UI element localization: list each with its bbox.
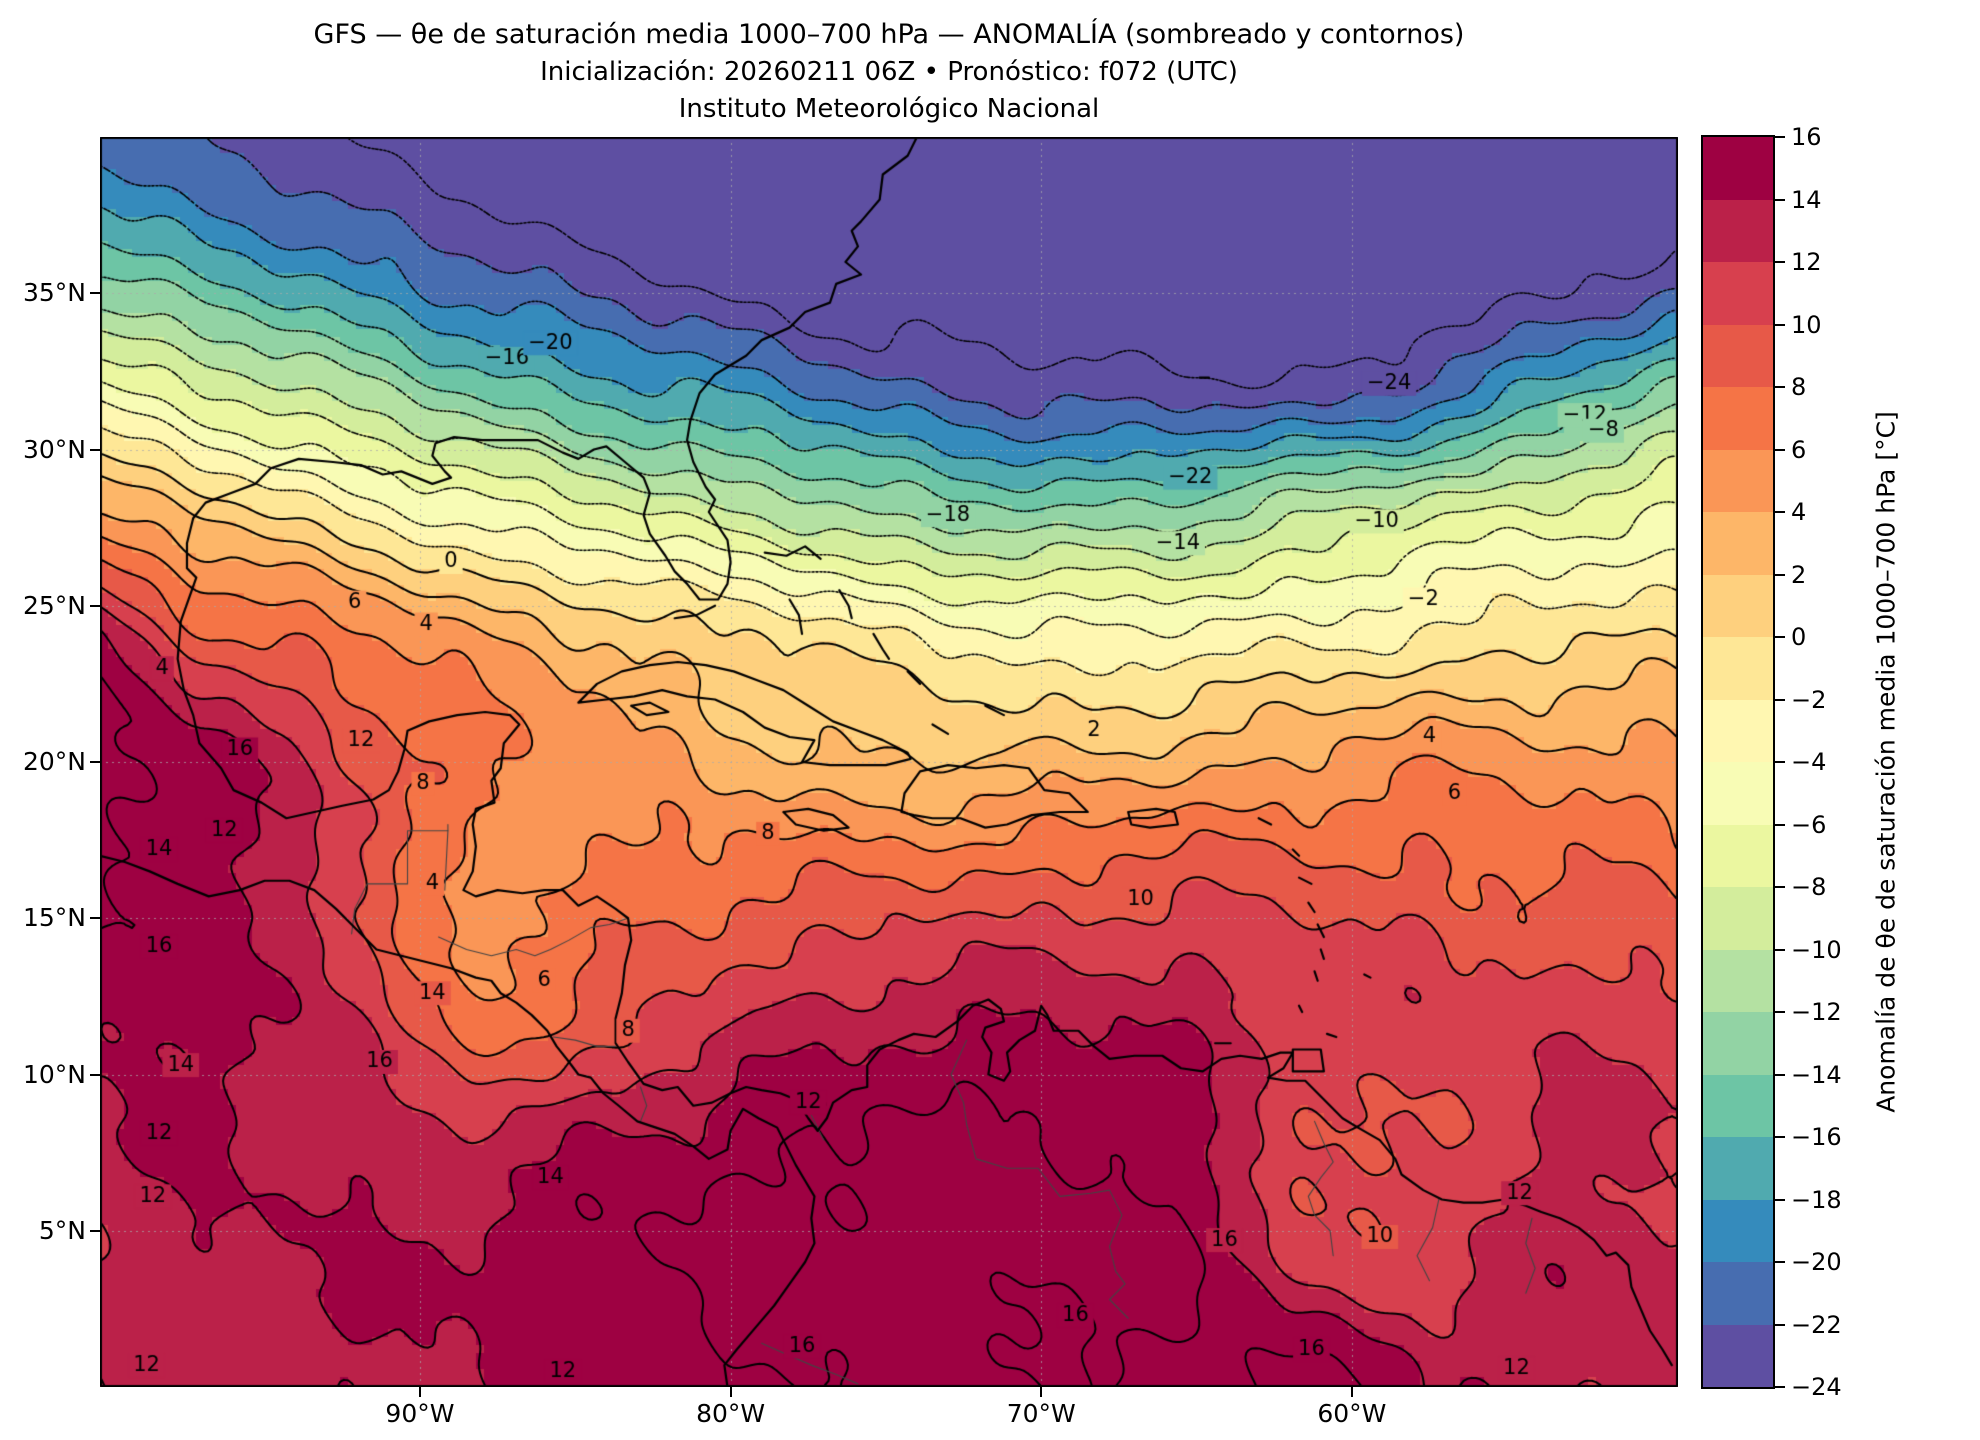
colorbar-tick-label: 10 (1791, 310, 1822, 339)
chart-organization: Instituto Meteorológico Nacional (678, 94, 1100, 124)
colorbar-tick-mark (1775, 198, 1785, 201)
lat-tick-mark (90, 292, 100, 295)
colorbar-cell (1703, 262, 1773, 325)
lat-tick-label: 30°N (22, 434, 86, 464)
lon-tick-label: 70°W (1006, 1399, 1076, 1428)
chart-title: GFS — θe de saturación media 1000–700 hP… (313, 19, 1465, 50)
colorbar-cell (1703, 574, 1773, 637)
chart-subtitle: Inicialización: 20260211 06Z • Pronóstic… (540, 57, 1238, 87)
colorbar-tick-mark (1775, 948, 1785, 951)
colorbar-tick-mark (1775, 386, 1785, 388)
colorbar-tick-mark (1775, 1386, 1785, 1388)
lat-tick-mark (90, 917, 100, 920)
lon-tick-mark (729, 1387, 732, 1397)
lat-tick-label: 20°N (22, 747, 86, 776)
lon-tick-mark (418, 1387, 421, 1397)
colorbar-tick-mark (1775, 323, 1785, 326)
colorbar-cell (1703, 1012, 1773, 1075)
colorbar-tick-label: 2 (1791, 560, 1807, 589)
colorbar-cell (1703, 449, 1773, 512)
colorbar-cell (1703, 387, 1773, 450)
lat-tick-mark (90, 1073, 100, 1076)
colorbar-tick-label: −8 (1791, 873, 1827, 901)
colorbar-cell (1703, 1324, 1773, 1387)
colorbar-tick-mark (1775, 698, 1785, 701)
colorbar-tick-mark (1775, 448, 1785, 451)
lon-tick-label: 80°W (696, 1399, 766, 1428)
lat-tick-mark (90, 1229, 100, 1232)
colorbar-cell (1703, 762, 1773, 825)
colorbar-tick-mark (1775, 761, 1785, 763)
colorbar-tick-label: 16 (1791, 123, 1822, 151)
colorbar-tick-mark (1775, 573, 1785, 576)
colorbar-cell (1703, 137, 1773, 200)
colorbar-tick-mark (1775, 636, 1785, 638)
lon-tick-label: 90°W (385, 1399, 455, 1428)
colorbar-tick-label: 14 (1791, 185, 1822, 214)
colorbar-tick-mark (1775, 1136, 1785, 1138)
colorbar-tick-label: −4 (1791, 748, 1827, 776)
lon-tick-mark (1350, 1387, 1353, 1397)
colorbar-cell (1703, 199, 1773, 262)
colorbar-tick-label: 4 (1791, 498, 1807, 526)
lat-tick-label: 10°N (22, 1059, 86, 1089)
colorbar-tick-label: −6 (1791, 810, 1827, 839)
colorbar-tick-mark (1775, 1198, 1785, 1201)
colorbar-cell (1703, 824, 1773, 887)
title-block: GFS — θe de saturación media 1000–700 hP… (100, 16, 1678, 128)
colorbar-tick-mark (1775, 1261, 1785, 1263)
colorbar-tick-mark (1775, 1073, 1785, 1076)
colorbar-tick-label: −18 (1791, 1185, 1842, 1214)
colorbar-tick-mark (1775, 886, 1785, 888)
colorbar-cell (1703, 949, 1773, 1012)
colorbar-tick-label: −24 (1791, 1373, 1842, 1401)
colorbar-tick-label: −2 (1791, 685, 1827, 714)
lat-tick-label: 25°N (22, 590, 86, 620)
lat-tick-mark (90, 604, 100, 607)
colorbar-cell (1703, 1199, 1773, 1262)
colorbar-cell (1703, 1262, 1773, 1325)
colorbar-tick-label: −20 (1791, 1248, 1842, 1276)
colorbar-cell (1703, 699, 1773, 762)
colorbar-tick-mark (1775, 136, 1785, 138)
colorbar (1701, 135, 1775, 1389)
colorbar-tick-label: 0 (1791, 623, 1807, 651)
colorbar-tick-label: −14 (1791, 1060, 1842, 1089)
lat-tick-mark (90, 448, 100, 451)
lat-tick-mark (90, 761, 100, 763)
colorbar-tick-label: −10 (1791, 935, 1842, 964)
colorbar-tick-mark (1775, 511, 1785, 513)
colorbar-tick-label: 6 (1791, 435, 1807, 464)
colorbar-cell (1703, 1074, 1773, 1137)
colorbar-cell (1703, 324, 1773, 387)
colorbar-tick-label: −22 (1791, 1310, 1842, 1339)
colorbar-tick-label: 8 (1791, 373, 1807, 401)
colorbar-tick-mark (1775, 1011, 1785, 1013)
map-canvas (100, 137, 1678, 1387)
colorbar-cell (1703, 887, 1773, 950)
colorbar-tick-mark (1775, 1323, 1785, 1326)
lon-tick-mark (1040, 1387, 1043, 1397)
lat-tick-label: 15°N (22, 903, 86, 933)
lat-tick-label: 5°N (38, 1215, 86, 1245)
colorbar-cell (1703, 1137, 1773, 1200)
colorbar-cell (1703, 637, 1773, 700)
lon-tick-label: 60°W (1317, 1399, 1387, 1428)
colorbar-tick-mark (1775, 261, 1785, 263)
colorbar-cell (1703, 512, 1773, 575)
lat-tick-label: 35°N (22, 278, 86, 308)
colorbar-tick-mark (1775, 823, 1785, 826)
colorbar-tick-label: −16 (1791, 1123, 1842, 1151)
colorbar-tick-label: −12 (1791, 998, 1842, 1026)
colorbar-tick-label: 12 (1791, 248, 1822, 276)
